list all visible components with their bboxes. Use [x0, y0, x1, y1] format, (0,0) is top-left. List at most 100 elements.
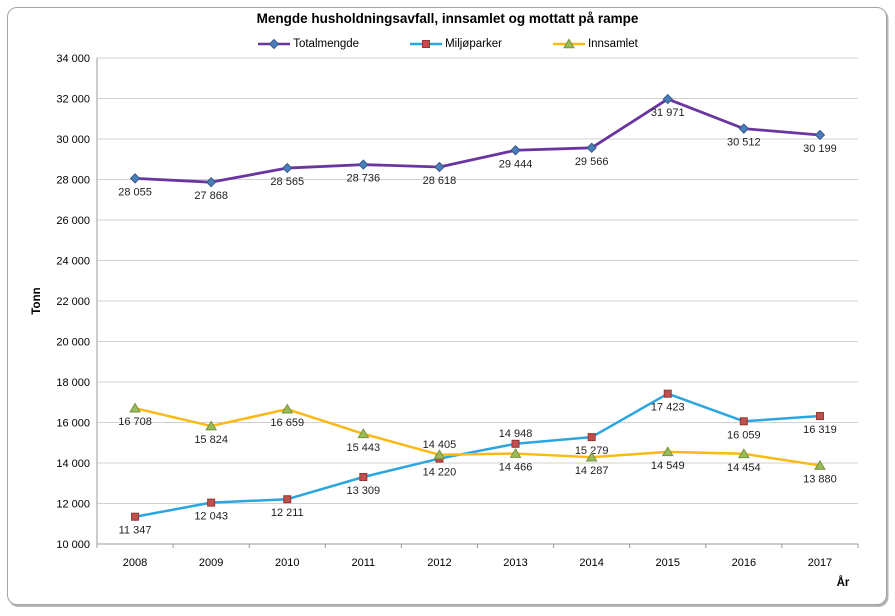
data-label: 12 043 [194, 511, 228, 523]
legend-label-innsamlet: Innsamlet [587, 38, 638, 50]
y-axis-tick-label: 22 000 [56, 296, 90, 308]
data-point-marker [359, 472, 368, 481]
data-label: 28 736 [347, 173, 381, 185]
data-label: 28 565 [270, 176, 304, 188]
data-point-marker [739, 417, 748, 426]
data-label: 16 319 [803, 424, 837, 436]
data-point-marker [434, 161, 445, 173]
data-label: 14 220 [423, 467, 457, 479]
totalmengde-line-marker-icon [258, 38, 291, 50]
data-label: 16 659 [270, 417, 304, 429]
data-label: 27 868 [194, 190, 228, 202]
data-point-marker [663, 389, 672, 398]
chart-frame [7, 7, 887, 605]
data-point-marker [586, 142, 597, 153]
legend-marker [422, 40, 431, 48]
series-line [133, 406, 822, 467]
x-axis-tick-label: 2015 [656, 557, 680, 569]
data-label: 28 618 [423, 175, 457, 187]
legend-item-totalmengde: Totalmengde [257, 38, 359, 50]
y-axis-tick-label: 16 000 [56, 418, 90, 430]
data-label: 16 708 [118, 416, 152, 428]
x-axis-tick-label: 2017 [808, 557, 832, 569]
data-label: 30 199 [803, 143, 837, 155]
x-axis-tick-label: 2011 [352, 557, 376, 569]
data-label: 14 454 [727, 462, 761, 474]
data-point-marker [131, 512, 140, 521]
data-point-marker [129, 173, 141, 184]
data-point-marker [433, 449, 446, 460]
data-point-marker [207, 498, 216, 507]
data-label: 15 443 [347, 442, 381, 454]
legend-item-innsamlet: Innsamlet [552, 38, 638, 50]
data-label: 30 512 [727, 137, 761, 149]
data-point-marker [283, 495, 292, 504]
series-line [133, 97, 822, 184]
data-label: 14 549 [651, 460, 685, 472]
y-axis-title: Tonn [31, 287, 43, 314]
data-point-marker [510, 145, 521, 156]
data-label: 14 405 [423, 439, 457, 451]
series-miljoparker: 11 347 12 043 12 211 13 309 14 220 14 948 15 2… [119, 389, 837, 537]
data-point-marker [814, 459, 826, 470]
data-point-marker [661, 446, 674, 457]
data-point-marker [662, 93, 673, 105]
data-point-marker [281, 403, 294, 414]
innsamlet-line-marker-icon [552, 38, 585, 49]
data-label: 13 309 [347, 485, 381, 497]
series-line [133, 392, 822, 518]
y-axis-tick-label: 14 000 [56, 458, 90, 470]
y-axis-tick-label: 28 000 [56, 175, 90, 187]
data-label: 28 055 [118, 186, 152, 198]
x-axis-tick-label: 2009 [199, 557, 223, 569]
data-label: 14 948 [499, 428, 533, 440]
y-axis-tick-label: 32 000 [56, 94, 90, 106]
x-axis-tick-label: 2014 [579, 557, 603, 569]
data-label: 29 566 [575, 156, 609, 168]
x-axis-tick-label: 2010 [275, 557, 299, 569]
y-axis-tick-label: 30 000 [56, 134, 90, 146]
x-axis-tick-label: 2013 [503, 557, 527, 569]
data-label: 13 880 [803, 473, 837, 485]
y-axis-tick-label: 34 000 [56, 53, 90, 65]
data-label: 14 287 [575, 465, 609, 477]
chart-legend: Totalmengde Miljøparker Innsamlet [0, 38, 895, 50]
y-axis-tick-label: 20 000 [56, 337, 90, 349]
data-label: 15 279 [575, 445, 609, 457]
data-label: 14 466 [499, 462, 533, 474]
legend-marker [563, 38, 575, 49]
legend-marker [268, 38, 280, 50]
y-axis-tick-label: 10 000 [56, 539, 90, 551]
legend-label-miljoparker: Miljøparker [445, 38, 502, 50]
x-axis-title: År [837, 576, 850, 589]
data-point-marker [129, 402, 141, 413]
data-point-marker [738, 123, 750, 134]
data-point-marker [205, 176, 217, 188]
data-point-marker [585, 451, 598, 462]
data-label: 16 059 [727, 429, 761, 441]
data-label: 11 347 [119, 525, 152, 537]
data-point-marker [358, 159, 369, 170]
data-point-marker [282, 162, 293, 174]
data-point-marker [357, 428, 370, 439]
y-axis-tick-label: 18 000 [56, 377, 90, 389]
chart-title: Mengde husholdningsavfall, innsamlet og … [256, 11, 639, 26]
series-totalmengde: 28 055 27 868 28 565 28 736 28 618 29 444 29 5… [118, 93, 837, 202]
data-point-marker [511, 439, 520, 448]
data-label: 17 423 [651, 402, 685, 414]
legend-label-totalmengde: Totalmengde [293, 38, 360, 50]
data-label: 31 971 [651, 107, 685, 119]
x-axis-tick-label: 2016 [732, 557, 756, 569]
data-point-marker [587, 433, 596, 442]
series-innsamlet: 16 708 15 824 16 659 15 443 14 405 14 466 14 2… [118, 402, 837, 485]
miljoparker-line-marker-icon [410, 40, 443, 48]
y-axis-tick-label: 12 000 [56, 499, 90, 511]
x-axis-tick-label: 2012 [427, 557, 451, 569]
data-point-marker [815, 412, 824, 421]
x-axis-tick-label: 2008 [123, 557, 147, 569]
data-point-marker [509, 447, 522, 458]
data-label: 29 444 [499, 158, 533, 170]
legend-item-miljoparker: Miljøparker [409, 38, 502, 50]
